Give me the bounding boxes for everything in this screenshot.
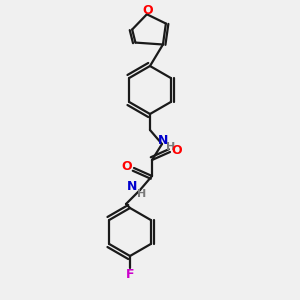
Text: H: H: [137, 189, 147, 199]
Text: O: O: [172, 143, 182, 157]
Text: F: F: [126, 268, 134, 281]
Text: O: O: [122, 160, 132, 172]
Text: N: N: [158, 134, 168, 146]
Text: H: H: [167, 142, 176, 152]
Text: O: O: [142, 4, 153, 17]
Text: N: N: [127, 179, 137, 193]
